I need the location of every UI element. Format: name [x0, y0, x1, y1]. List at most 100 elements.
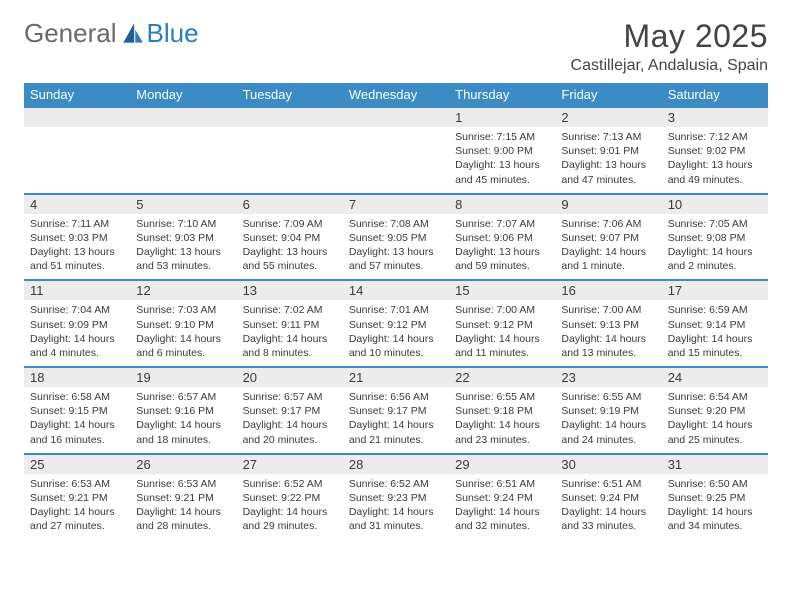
daynum-row: 45678910 — [24, 194, 768, 214]
sunrise-text: Sunrise: 6:52 AM — [243, 477, 337, 491]
daylight-text: Daylight: 14 hours and 4 minutes. — [30, 332, 124, 360]
location-text: Castillejar, Andalusia, Spain — [571, 57, 768, 75]
sunset-text: Sunset: 9:21 PM — [30, 491, 124, 505]
daylight-text: Daylight: 13 hours and 51 minutes. — [30, 245, 124, 273]
sunset-text: Sunset: 9:25 PM — [668, 491, 762, 505]
daylight-text: Daylight: 14 hours and 2 minutes. — [668, 245, 762, 273]
sunrise-text: Sunrise: 6:58 AM — [30, 390, 124, 404]
day-number: 3 — [662, 107, 768, 127]
daylight-text: Daylight: 14 hours and 16 minutes. — [30, 418, 124, 446]
daylight-text: Daylight: 13 hours and 59 minutes. — [455, 245, 549, 273]
sunset-text: Sunset: 9:08 PM — [668, 231, 762, 245]
sunset-text: Sunset: 9:09 PM — [30, 318, 124, 332]
page-header: General Blue May 2025 Castillejar, Andal… — [24, 18, 768, 75]
data-row: Sunrise: 7:04 AMSunset: 9:09 PMDaylight:… — [24, 300, 768, 367]
data-row: Sunrise: 7:15 AMSunset: 9:00 PM Daylight:… — [24, 127, 768, 194]
sunset-text: Sunset: 9:23 PM — [349, 491, 443, 505]
sunset-text: Sunset: 9:12 PM — [455, 318, 549, 332]
sunset-text: Sunset: 9:16 PM — [136, 404, 230, 418]
day-number: 14 — [343, 280, 449, 300]
day-cell: Sunrise: 7:11 AMSunset: 9:03 PMDaylight:… — [24, 214, 130, 281]
day-number: 17 — [662, 280, 768, 300]
daylight-text: Daylight: 14 hours and 20 minutes. — [243, 418, 337, 446]
sunset-text: Sunset: 9:12 PM — [349, 318, 443, 332]
sunset-text: Sunset: 9:02 PM — [668, 144, 762, 158]
day-number: 2 — [555, 107, 661, 127]
daylight-text: Daylight: 14 hours and 10 minutes. — [349, 332, 443, 360]
day-header: Sunday — [24, 83, 130, 107]
day-cell — [343, 127, 449, 194]
sunset-text: Sunset: 9:00 PM — [455, 144, 549, 158]
sunrise-text: Sunrise: 7:15 AM — [455, 130, 549, 144]
day-cell: Sunrise: 6:56 AMSunset: 9:17 PMDaylight:… — [343, 387, 449, 454]
day-number: 18 — [24, 367, 130, 387]
sunrise-text: Sunrise: 7:07 AM — [455, 217, 549, 231]
day-number — [237, 107, 343, 127]
daylight-text: Daylight: 14 hours and 32 minutes. — [455, 505, 549, 533]
day-cell: Sunrise: 6:54 AMSunset: 9:20 PMDaylight:… — [662, 387, 768, 454]
daylight-text: Daylight: 14 hours and 21 minutes. — [349, 418, 443, 446]
sunrise-text: Sunrise: 7:13 AM — [561, 130, 655, 144]
day-cell: Sunrise: 7:06 AMSunset: 9:07 PMDaylight:… — [555, 214, 661, 281]
day-number: 28 — [343, 454, 449, 474]
sunrise-text: Sunrise: 7:05 AM — [668, 217, 762, 231]
sunset-text: Sunset: 9:05 PM — [349, 231, 443, 245]
day-number: 6 — [237, 194, 343, 214]
sunset-text: Sunset: 9:07 PM — [561, 231, 655, 245]
day-number: 20 — [237, 367, 343, 387]
day-cell: Sunrise: 7:07 AMSunset: 9:06 PMDaylight:… — [449, 214, 555, 281]
daynum-row: 123 — [24, 107, 768, 127]
day-cell: Sunrise: 7:08 AMSunset: 9:05 PMDaylight:… — [343, 214, 449, 281]
day-cell: Sunrise: 6:51 AMSunset: 9:24 PMDaylight:… — [555, 474, 661, 540]
sunrise-text: Sunrise: 7:00 AM — [455, 303, 549, 317]
sunset-text: Sunset: 9:20 PM — [668, 404, 762, 418]
sunset-text: Sunset: 9:14 PM — [668, 318, 762, 332]
daylight-text: Daylight: 14 hours and 11 minutes. — [455, 332, 549, 360]
sunrise-text: Sunrise: 7:03 AM — [136, 303, 230, 317]
sunset-text: Sunset: 9:21 PM — [136, 491, 230, 505]
day-number: 30 — [555, 454, 661, 474]
daynum-row: 11121314151617 — [24, 280, 768, 300]
day-number: 10 — [662, 194, 768, 214]
day-number — [24, 107, 130, 127]
daylight-text: Daylight: 14 hours and 24 minutes. — [561, 418, 655, 446]
day-number: 1 — [449, 107, 555, 127]
day-number: 26 — [130, 454, 236, 474]
day-cell — [237, 127, 343, 194]
title-block: May 2025 Castillejar, Andalusia, Spain — [571, 18, 768, 75]
day-number — [130, 107, 236, 127]
daynum-row: 25262728293031 — [24, 454, 768, 474]
day-cell: Sunrise: 7:01 AMSunset: 9:12 PMDaylight:… — [343, 300, 449, 367]
day-cell: Sunrise: 6:50 AMSunset: 9:25 PMDaylight:… — [662, 474, 768, 540]
sunrise-text: Sunrise: 6:56 AM — [349, 390, 443, 404]
daylight-text: Daylight: 13 hours and 49 minutes. — [668, 158, 762, 186]
daylight-text: Daylight: 14 hours and 28 minutes. — [136, 505, 230, 533]
day-number: 13 — [237, 280, 343, 300]
day-cell: Sunrise: 6:58 AMSunset: 9:15 PMDaylight:… — [24, 387, 130, 454]
day-number: 25 — [24, 454, 130, 474]
day-header: Tuesday — [237, 83, 343, 107]
day-cell: Sunrise: 6:53 AMSunset: 9:21 PMDaylight:… — [24, 474, 130, 540]
sunrise-text: Sunrise: 7:06 AM — [561, 217, 655, 231]
sunrise-text: Sunrise: 7:11 AM — [30, 217, 124, 231]
sunset-text: Sunset: 9:18 PM — [455, 404, 549, 418]
day-header: Friday — [555, 83, 661, 107]
data-row: Sunrise: 6:53 AMSunset: 9:21 PMDaylight:… — [24, 474, 768, 540]
day-number: 4 — [24, 194, 130, 214]
day-cell — [130, 127, 236, 194]
day-number: 7 — [343, 194, 449, 214]
daylight-text: Daylight: 14 hours and 31 minutes. — [349, 505, 443, 533]
day-cell: Sunrise: 7:04 AMSunset: 9:09 PMDaylight:… — [24, 300, 130, 367]
daylight-text: Daylight: 14 hours and 23 minutes. — [455, 418, 549, 446]
day-number: 12 — [130, 280, 236, 300]
sunrise-text: Sunrise: 6:51 AM — [561, 477, 655, 491]
day-cell: Sunrise: 7:03 AMSunset: 9:10 PMDaylight:… — [130, 300, 236, 367]
day-cell: Sunrise: 7:05 AMSunset: 9:08 PMDaylight:… — [662, 214, 768, 281]
sunset-text: Sunset: 9:10 PM — [136, 318, 230, 332]
day-cell: Sunrise: 7:09 AMSunset: 9:04 PMDaylight:… — [237, 214, 343, 281]
sunset-text: Sunset: 9:15 PM — [30, 404, 124, 418]
sunset-text: Sunset: 9:22 PM — [243, 491, 337, 505]
data-row: Sunrise: 6:58 AMSunset: 9:15 PMDaylight:… — [24, 387, 768, 454]
sunrise-text: Sunrise: 7:01 AM — [349, 303, 443, 317]
brand-general: General — [24, 18, 117, 49]
